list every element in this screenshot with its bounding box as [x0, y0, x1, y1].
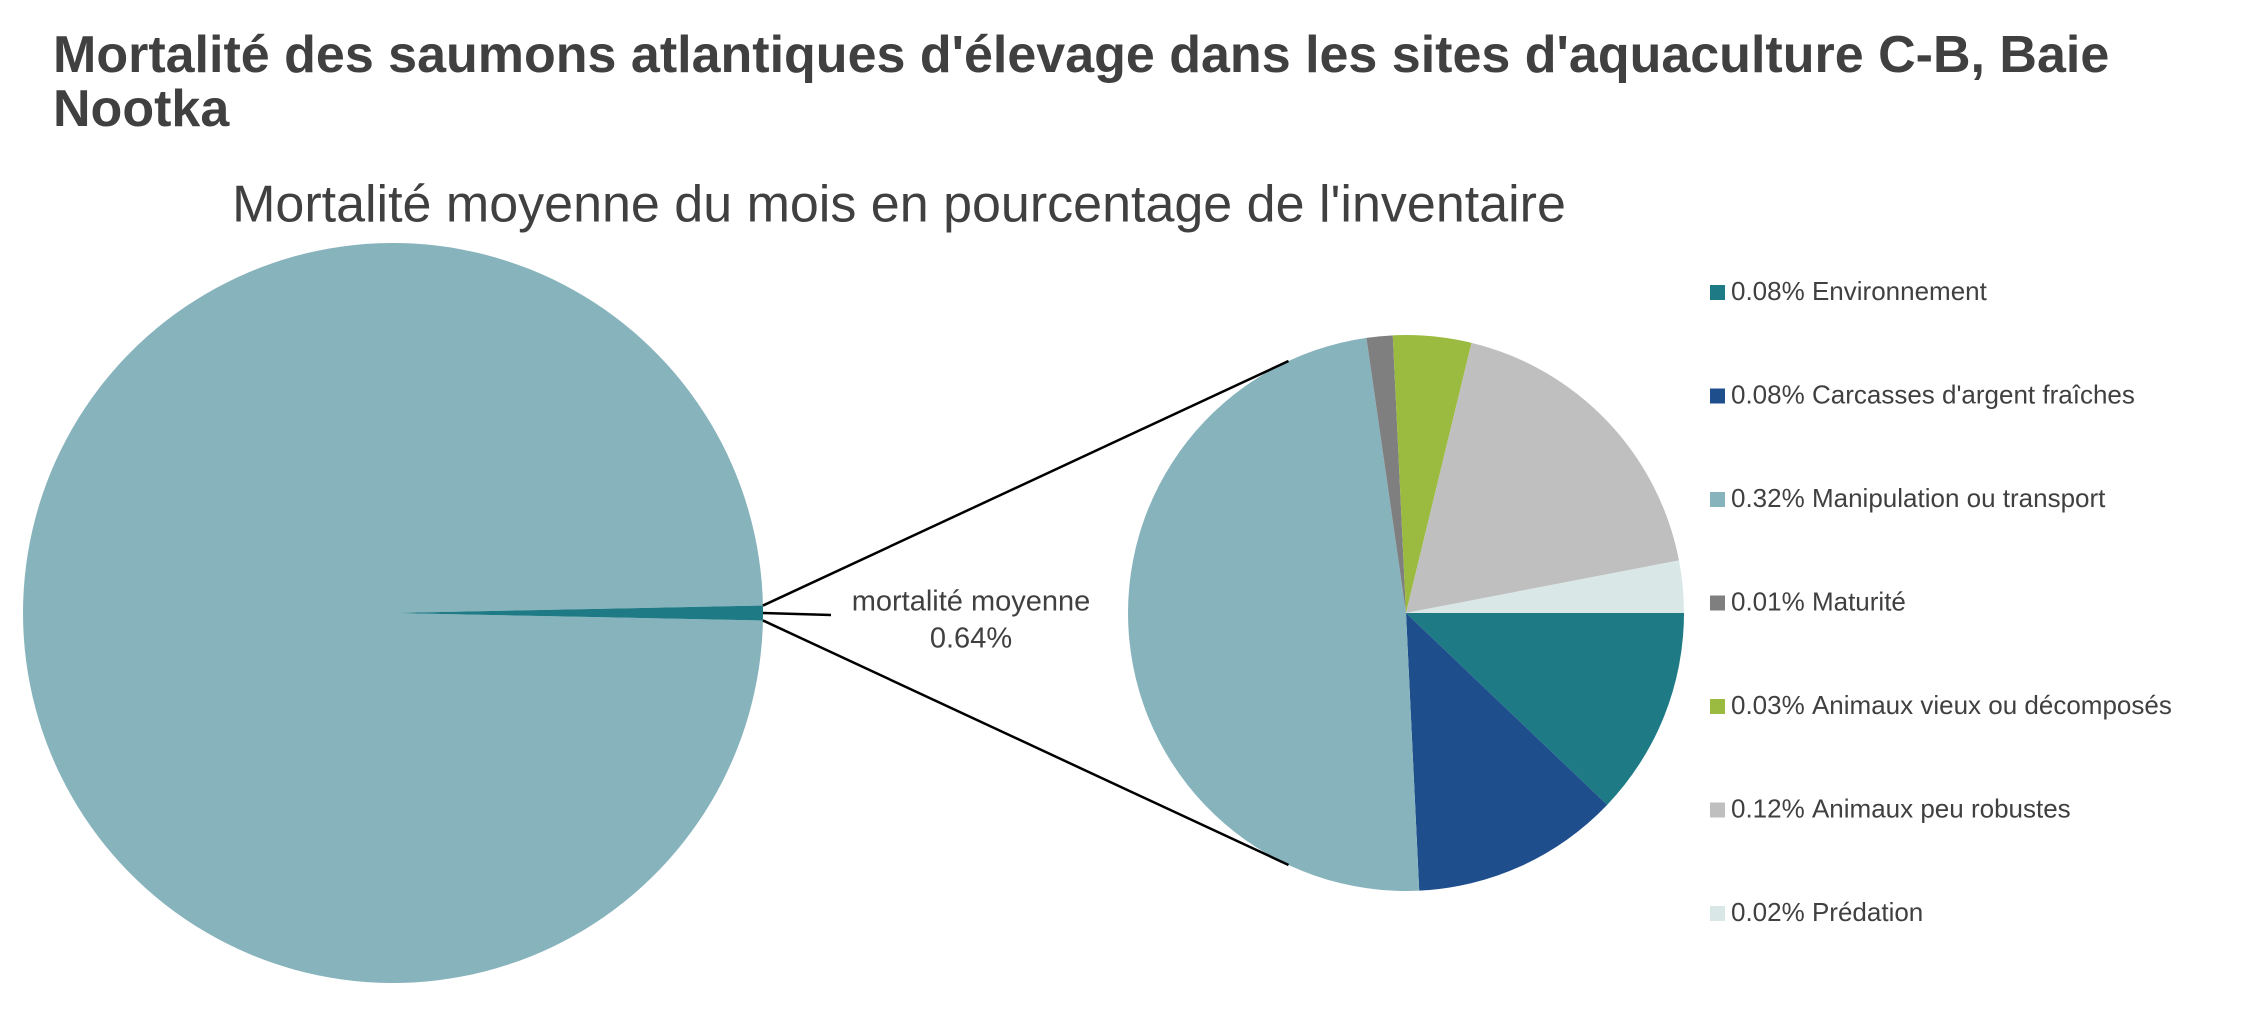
legend-entry: 0.03% Animaux vieux ou décomposés: [1731, 690, 2172, 720]
legend-label: Animaux peu robustes: [1812, 793, 2071, 823]
legend-swatch: [1710, 595, 1725, 611]
legend-label: Prédation: [1812, 897, 1923, 927]
legend-entry: 0.01% Maturité: [1731, 586, 1906, 616]
legend-entry: 0.02% Prédation: [1731, 897, 1923, 927]
pie-slice: [23, 243, 763, 984]
legend-swatch: [1710, 492, 1725, 507]
legend-entry: 0.32% Manipulation ou transport: [1731, 483, 2106, 513]
legend-value: 0.08%: [1731, 276, 1805, 306]
pie-slice: [1128, 337, 1420, 891]
legend-value: 0.02%: [1731, 897, 1805, 927]
chart-title: Mortalité des saumons atlantiques d'élev…: [53, 26, 2110, 138]
legend-value: 0.03%: [1731, 690, 1805, 720]
leader-line: [762, 611, 832, 617]
legend-swatch: [1710, 285, 1725, 300]
legend-swatch: [1710, 802, 1725, 818]
legend-entry: 0.08% Carcasses d'argent fraîches: [1731, 379, 2135, 409]
connector-line: [762, 359, 1290, 607]
legend-label: Animaux vieux ou décomposés: [1812, 690, 2172, 720]
connector-line: [762, 619, 1290, 867]
legend-entry: 0.12% Animaux peu robustes: [1731, 793, 2071, 823]
legend-entry: 0.08% Environnement: [1731, 276, 1988, 306]
pie-slice: [1406, 342, 1679, 613]
legend-label: Carcasses d'argent fraîches: [1812, 379, 2135, 409]
legend-label: Environnement: [1812, 276, 1988, 306]
legend-value: 0.32%: [1731, 483, 1805, 513]
pie-slice: [1406, 613, 1684, 805]
pie-slice: [393, 605, 764, 621]
data-label: 0.64%: [930, 623, 1012, 655]
legend-swatch: [1710, 388, 1725, 404]
pie-slice: [1406, 613, 1608, 891]
data-label: mortalité moyenne: [852, 586, 1091, 618]
pie-slice: [1406, 560, 1684, 613]
legend-label: Maturité: [1812, 586, 1906, 616]
legend-value: 0.01%: [1731, 586, 1805, 616]
legend-swatch: [1710, 906, 1725, 921]
pie-slice: [1392, 335, 1472, 613]
legend-label: Manipulation ou transport: [1812, 483, 2106, 513]
pie-slice: [1366, 335, 1406, 613]
chart-subtitle: Mortalité moyenne du mois en pourcentage…: [232, 176, 1566, 234]
legend-value: 0.08%: [1731, 379, 1805, 409]
legend-swatch: [1710, 699, 1725, 714]
legend-value: 0.12%: [1731, 793, 1805, 823]
